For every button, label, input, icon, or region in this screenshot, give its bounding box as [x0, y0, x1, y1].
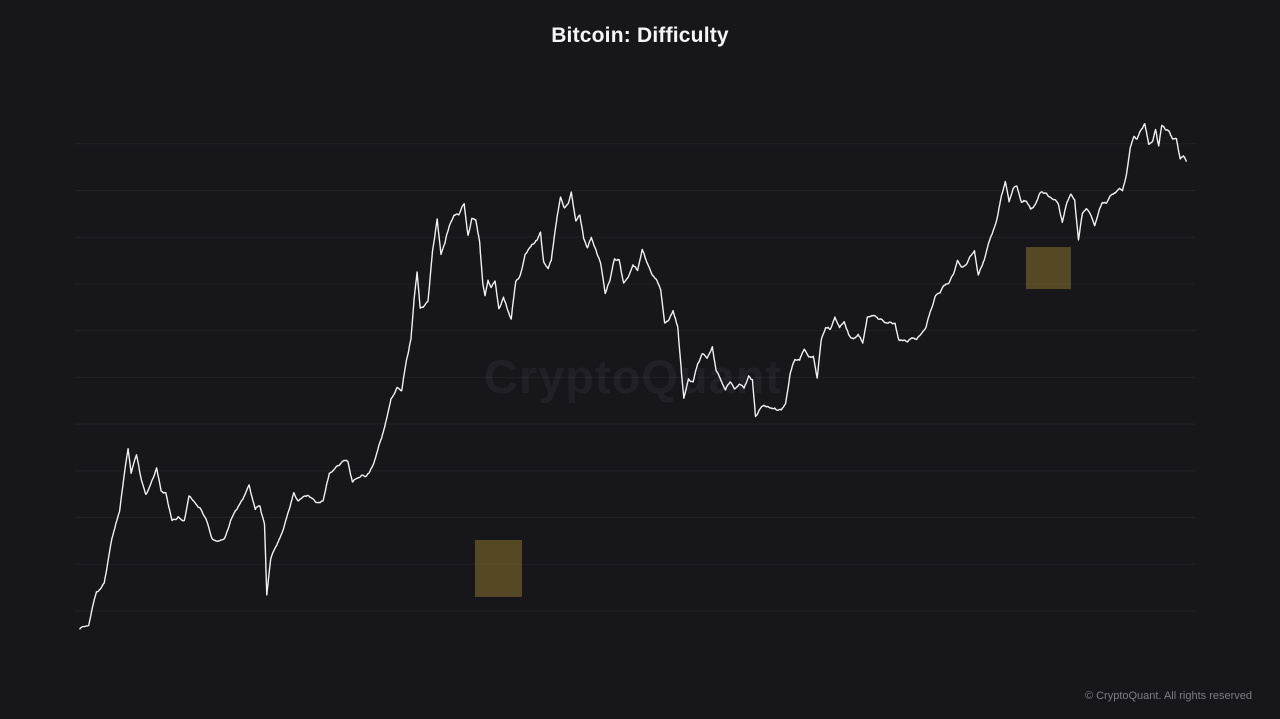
gridlines: [75, 143, 1195, 612]
copyright-text: © CryptoQuant. All rights reserved: [1084, 690, 1252, 702]
highlight-box-1: [474, 539, 522, 597]
highlight-box-2: [1025, 247, 1071, 290]
price-usd-series-line: [78, 123, 1188, 630]
series-layer: [78, 123, 1188, 630]
chart-title: Bitcoin: Difficulty: [551, 24, 729, 47]
